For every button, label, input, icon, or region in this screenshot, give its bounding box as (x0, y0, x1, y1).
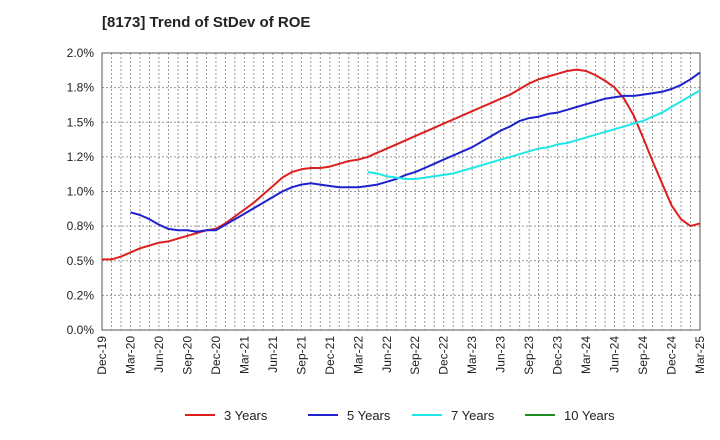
legend-label: 5 Years (347, 408, 391, 423)
x-tick-label: Jun-24 (608, 336, 622, 373)
x-tick-label: Dec-21 (323, 336, 337, 375)
grid-lines (101, 52, 701, 331)
x-tick-label: Dec-23 (551, 336, 565, 375)
legend-label: 10 Years (564, 408, 615, 423)
y-tick-label: 0.5% (67, 254, 95, 268)
x-tick-label: Dec-20 (209, 336, 223, 375)
x-tick-label: Jun-20 (152, 336, 166, 373)
legend-label: 3 Years (224, 408, 268, 423)
x-tick-label: Jun-22 (380, 336, 394, 373)
x-axis-ticks: Dec-19 Mar-20 Jun-20 Sep-20 Dec-20 Mar-21 Jun-… (95, 336, 707, 375)
y-tick-label: 0.8% (67, 219, 95, 233)
y-axis-ticks: 0.0% 0.2% 0.5% 0.8% 1.0% 1.2% 1.5% 1.8% 2.0% (67, 46, 95, 337)
x-tick-label: Mar-24 (579, 336, 593, 374)
y-tick-label: 0.2% (67, 288, 95, 302)
x-tick-label: Dec-24 (665, 336, 679, 375)
y-tick-label: 1.8% (67, 81, 95, 95)
x-tick-label: Mar-20 (123, 336, 137, 374)
x-tick-label: Mar-22 (351, 336, 365, 374)
plot-area (101, 52, 701, 331)
x-tick-label: Sep-20 (180, 336, 194, 375)
x-tick-label: Mar-21 (237, 336, 251, 374)
y-tick-label: 2.0% (67, 46, 95, 60)
x-tick-label: Mar-23 (465, 336, 479, 374)
x-tick-label: Dec-22 (437, 336, 451, 375)
y-tick-label: 1.0% (67, 185, 95, 199)
x-tick-label: Sep-24 (636, 336, 650, 375)
chart-title: [8173] Trend of StDev of ROE (102, 14, 311, 31)
legend: 3 Years 5 Years 7 Years 10 Years (185, 408, 615, 423)
x-tick-label: Sep-21 (294, 336, 308, 375)
x-tick-label: Sep-22 (408, 336, 422, 375)
x-tick-label: Jun-23 (494, 336, 508, 373)
y-tick-label: 0.0% (67, 323, 95, 337)
legend-label: 7 Years (451, 408, 495, 423)
series-lines (102, 68, 701, 261)
x-tick-label: Dec-19 (95, 336, 109, 375)
y-tick-label: 1.2% (67, 150, 95, 164)
x-tick-label: Sep-23 (522, 336, 536, 375)
x-tick-label: Jun-21 (266, 336, 280, 373)
x-tick-label: Mar-25 (693, 336, 707, 374)
series-line-5-years (130, 71, 701, 233)
y-tick-label: 1.5% (67, 115, 95, 129)
series-line-7-years (367, 89, 701, 180)
